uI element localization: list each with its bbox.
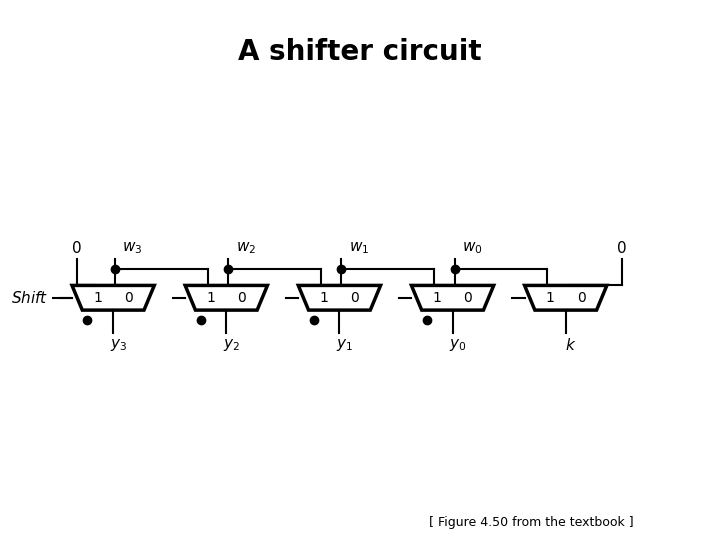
Text: $y_{1}$: $y_{1}$ <box>336 337 353 353</box>
Text: 0: 0 <box>577 291 585 305</box>
Text: $y_{2}$: $y_{2}$ <box>223 337 240 353</box>
Text: 1: 1 <box>433 291 441 305</box>
Text: $w_{3}$: $w_{3}$ <box>122 240 143 256</box>
Text: 0: 0 <box>464 291 472 305</box>
Text: $y_{0}$: $y_{0}$ <box>449 337 467 353</box>
Text: $Shift$: $Shift$ <box>11 290 48 306</box>
Text: 0: 0 <box>124 291 133 305</box>
Text: 1: 1 <box>320 291 328 305</box>
Text: $w_{0}$: $w_{0}$ <box>462 240 482 256</box>
Text: 0: 0 <box>618 241 627 255</box>
Text: $k$: $k$ <box>565 337 577 353</box>
Text: 0: 0 <box>351 291 359 305</box>
Text: $w_{2}$: $w_{2}$ <box>235 240 256 256</box>
Text: 1: 1 <box>94 291 102 305</box>
Text: $y_{3}$: $y_{3}$ <box>109 337 127 353</box>
Text: 1: 1 <box>207 291 215 305</box>
Text: A shifter circuit: A shifter circuit <box>238 38 482 66</box>
Text: [ Figure 4.50 from the textbook ]: [ Figure 4.50 from the textbook ] <box>429 516 634 529</box>
Text: $w_{1}$: $w_{1}$ <box>348 240 369 256</box>
Text: 1: 1 <box>546 291 554 305</box>
Text: 0: 0 <box>72 241 82 255</box>
Text: 0: 0 <box>238 291 246 305</box>
